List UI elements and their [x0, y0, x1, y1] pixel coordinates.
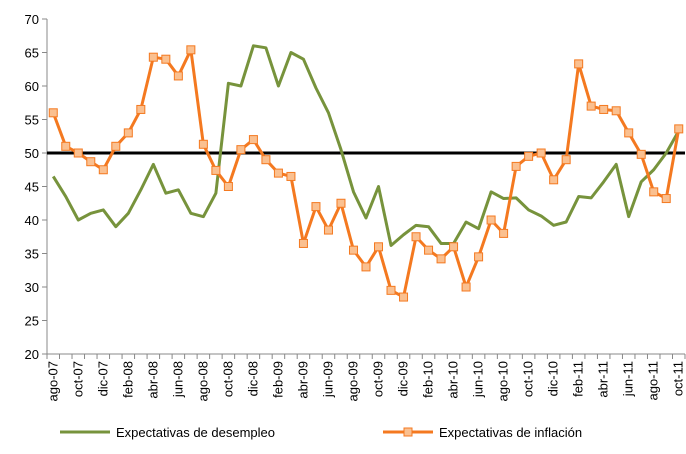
x-tick-label: feb-09: [270, 361, 285, 398]
point: [561, 155, 571, 165]
legend-marker: [403, 427, 413, 437]
y-tick-label: 55: [25, 113, 39, 128]
point: [661, 194, 671, 204]
x-tick-label: oct-09: [371, 361, 386, 397]
x-tick-label: feb-11: [571, 361, 586, 397]
x-tick-label: jun-08: [170, 361, 185, 398]
point: [361, 262, 371, 272]
point: [411, 232, 421, 242]
point: [223, 182, 233, 191]
point: [111, 141, 121, 151]
y-tick-label: 70: [25, 12, 39, 27]
y-tick-label: 30: [25, 280, 39, 295]
y-tick-label: 25: [25, 314, 39, 329]
y-tick-label: 35: [25, 247, 39, 262]
legend-label: Expectativas de desempleo: [116, 425, 275, 440]
point: [574, 59, 584, 69]
x-tick-label: oct-07: [70, 361, 85, 397]
point: [298, 238, 308, 248]
point: [624, 128, 634, 138]
x-tick-label: oct-11: [671, 361, 686, 396]
x-tick-label: dic-09: [396, 361, 411, 396]
x-tick-label: jun-09: [320, 361, 335, 398]
x-tick-label: dic-10: [546, 361, 561, 396]
x-tick-label: ago-11: [646, 361, 661, 401]
x-tick-label: dic-07: [95, 361, 110, 396]
y-tick-label: 50: [25, 146, 39, 161]
x-tick-label: ago-08: [195, 361, 210, 401]
legend-label: Expectativas de inflación: [439, 425, 582, 440]
x-tick-label: ago-10: [496, 361, 511, 401]
point: [461, 282, 471, 292]
y-tick-label: 40: [25, 213, 39, 228]
x-tick-label: abr-08: [145, 361, 160, 399]
point: [474, 252, 484, 262]
x-tick-label: oct-10: [521, 361, 536, 397]
point: [348, 245, 358, 255]
point: [261, 155, 271, 165]
point: [436, 254, 446, 264]
point: [524, 151, 534, 161]
point: [336, 198, 346, 208]
point: [86, 157, 96, 167]
series-line: [51, 48, 681, 299]
point: [649, 187, 659, 197]
x-tick-label: abr-11: [596, 361, 611, 398]
point: [611, 106, 621, 116]
x-tick-label: dic-08: [245, 361, 260, 396]
point: [511, 161, 521, 171]
y-tick-label: 20: [25, 347, 39, 362]
point: [123, 128, 133, 138]
point: [236, 145, 246, 155]
point: [198, 139, 208, 149]
x-tick-label: jun-10: [471, 361, 486, 398]
point: [449, 242, 459, 252]
point: [424, 245, 434, 255]
point: [211, 165, 221, 175]
point: [399, 292, 409, 302]
y-tick-label: 45: [25, 180, 39, 195]
x-tick-label: ago-09: [345, 361, 360, 401]
point: [136, 104, 146, 114]
point: [536, 148, 546, 158]
x-tick-label: abr-10: [446, 361, 461, 399]
point: [73, 148, 83, 158]
point: [248, 135, 258, 145]
point: [586, 101, 596, 111]
point: [599, 104, 609, 114]
point: [386, 285, 396, 295]
series-line: [51, 44, 681, 247]
point: [173, 71, 183, 81]
point: [499, 228, 509, 238]
point: [61, 141, 71, 151]
x-tick-label: ago-07: [45, 361, 60, 401]
x-tick-label: feb-10: [421, 361, 436, 398]
x-tick-label: abr-09: [295, 361, 310, 399]
point: [374, 242, 384, 252]
point: [148, 52, 158, 62]
y-tick-label: 60: [25, 79, 39, 94]
point: [323, 225, 333, 235]
point: [273, 168, 283, 178]
x-tick-label: feb-08: [120, 361, 135, 398]
point: [311, 202, 321, 212]
point: [549, 175, 559, 185]
point: [486, 215, 496, 225]
y-tick-label: 65: [25, 46, 39, 61]
point: [286, 171, 296, 181]
point: [48, 108, 58, 118]
point: [186, 45, 196, 55]
point: [98, 165, 108, 175]
x-tick-label: jun-11: [621, 361, 636, 397]
x-tick-label: oct-08: [220, 361, 235, 397]
point: [161, 54, 171, 64]
point: [636, 149, 646, 159]
point: [674, 124, 684, 134]
